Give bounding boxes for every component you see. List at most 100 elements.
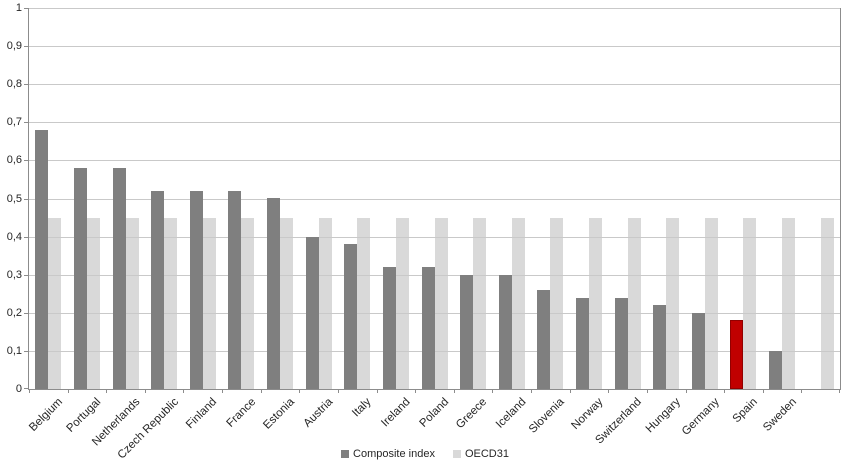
y-axis-tick (24, 122, 28, 124)
bar-oecd31-spain (743, 218, 756, 389)
x-axis-tick (801, 389, 802, 393)
bar-oecd31-germany (705, 218, 718, 389)
x-axis-tick (338, 389, 339, 393)
x-axis-label-slovenia: Slovenia (527, 396, 567, 436)
bar-oecd31-norway (589, 218, 602, 389)
bar-composite-czech-republic (151, 191, 164, 389)
y-axis-label: 0,4 (6, 230, 22, 243)
x-axis-label-iceland: Iceland (493, 396, 529, 431)
bar-composite-austria (306, 237, 319, 389)
bar-oecd31-netherlands (126, 218, 139, 389)
bar-composite-sweden (769, 351, 782, 389)
x-axis-label-germany: Germany (679, 396, 722, 438)
x-axis-tick (839, 389, 840, 393)
bar-composite-poland (422, 267, 435, 389)
x-axis-tick (647, 389, 648, 393)
y-axis-tick (24, 312, 28, 314)
plot-area: Belgium Portugal Netherlands Czech Republic… (24, 8, 841, 461)
bar-oecd31-portugal (87, 218, 100, 389)
x-axis-label-italy: Italy (350, 396, 374, 420)
bar-composite-finland (190, 191, 203, 389)
bar-oecd31-italy (357, 218, 370, 389)
bar-composite-italy (344, 244, 357, 389)
y-axis-tick (24, 160, 28, 162)
y-axis-label: 0,7 (6, 116, 22, 129)
gridline (29, 8, 840, 9)
x-axis-tick (724, 389, 725, 393)
x-axis-tick (415, 389, 416, 393)
bar-composite-greece (460, 275, 473, 389)
bar-oecd31-slovenia (550, 218, 563, 389)
gridline (29, 236, 840, 238)
bar-composite-portugal (74, 168, 87, 389)
x-axis-tick (570, 389, 571, 393)
legend-item-composite-index: Composite index (341, 448, 435, 460)
gridline (29, 46, 840, 48)
x-axis-tick (492, 389, 493, 393)
y-axis-label: 0,5 (6, 192, 22, 205)
y-axis-tick (24, 350, 28, 352)
x-axis-tick (145, 389, 146, 393)
bar-composite-belgium (35, 130, 48, 389)
x-axis-label-greece: Greece (454, 396, 490, 432)
x-axis-label-portugal: Portugal (64, 396, 104, 435)
bar-composite-hungary (653, 305, 666, 389)
x-axis-label-belgium: Belgium (26, 396, 65, 434)
x-axis-tick (261, 389, 262, 393)
legend-label-oecd31: OECD31 (464, 448, 509, 460)
bar-oecd31-unlabeled (821, 218, 834, 389)
bar-composite-iceland (499, 275, 512, 389)
bar-oecd31-hungary (666, 218, 679, 389)
bar-oecd31-estonia (280, 218, 293, 389)
x-axis-tick (106, 389, 107, 393)
x-axis-label-france: France (224, 396, 258, 430)
x-axis-tick (531, 389, 532, 393)
y-axis-tick (24, 274, 28, 276)
bar-composite-germany (692, 313, 705, 389)
x-axis-tick (763, 389, 764, 393)
y-axis-label: 0,2 (6, 306, 22, 319)
x-axis-tick (608, 389, 609, 393)
oecd31-swatch-icon (452, 450, 461, 458)
y-axis-tick (24, 46, 28, 48)
y-axis-tick (24, 388, 28, 389)
bar-oecd31-switzerland (628, 218, 641, 389)
x-axis-label-austria: Austria (301, 396, 336, 430)
bar-composite-ireland (383, 267, 396, 389)
gridline (29, 122, 840, 124)
x-axis-tick (454, 389, 455, 393)
bar-oecd31-poland (435, 218, 448, 389)
gridline (29, 160, 840, 162)
x-axis-label-norway: Norway (569, 396, 606, 433)
bar-oecd31-greece (473, 218, 486, 389)
y-axis-label: 0 (15, 383, 22, 395)
x-axis-tick (68, 389, 69, 393)
x-axis-label-finland: Finland (184, 396, 220, 432)
x-axis-tick (686, 389, 687, 393)
bar-oecd31-sweden (782, 218, 795, 389)
y-axis-tick (24, 236, 28, 238)
x-axis-label-hungary: Hungary (643, 396, 683, 436)
bar-oecd31-france (241, 218, 254, 389)
bar-composite-estonia (267, 198, 280, 389)
x-axis-tick (222, 389, 223, 393)
legend-label-composite-index: Composite index (353, 448, 435, 460)
y-axis-tick (24, 84, 28, 86)
bar-oecd31-austria (319, 218, 332, 389)
bar-composite-spain (730, 320, 743, 389)
y-axis-label: 0,8 (6, 78, 22, 91)
y-axis-label: 0,1 (6, 344, 22, 357)
x-axis-label-sweden: Sweden (760, 396, 799, 434)
y-axis-label: 1 (15, 2, 22, 14)
x-axis-label-ireland: Ireland (379, 396, 413, 430)
bar-oecd31-ireland (396, 218, 409, 389)
bar-oecd31-finland (203, 218, 216, 389)
bar-oecd31-belgium (48, 218, 61, 389)
gridline (29, 198, 840, 200)
bar-composite-slovenia (537, 290, 550, 389)
gridline (29, 84, 840, 86)
y-axis-label: 0,9 (6, 40, 22, 53)
composite-index-swatch-icon (341, 450, 350, 458)
x-axis-tick (29, 389, 30, 393)
